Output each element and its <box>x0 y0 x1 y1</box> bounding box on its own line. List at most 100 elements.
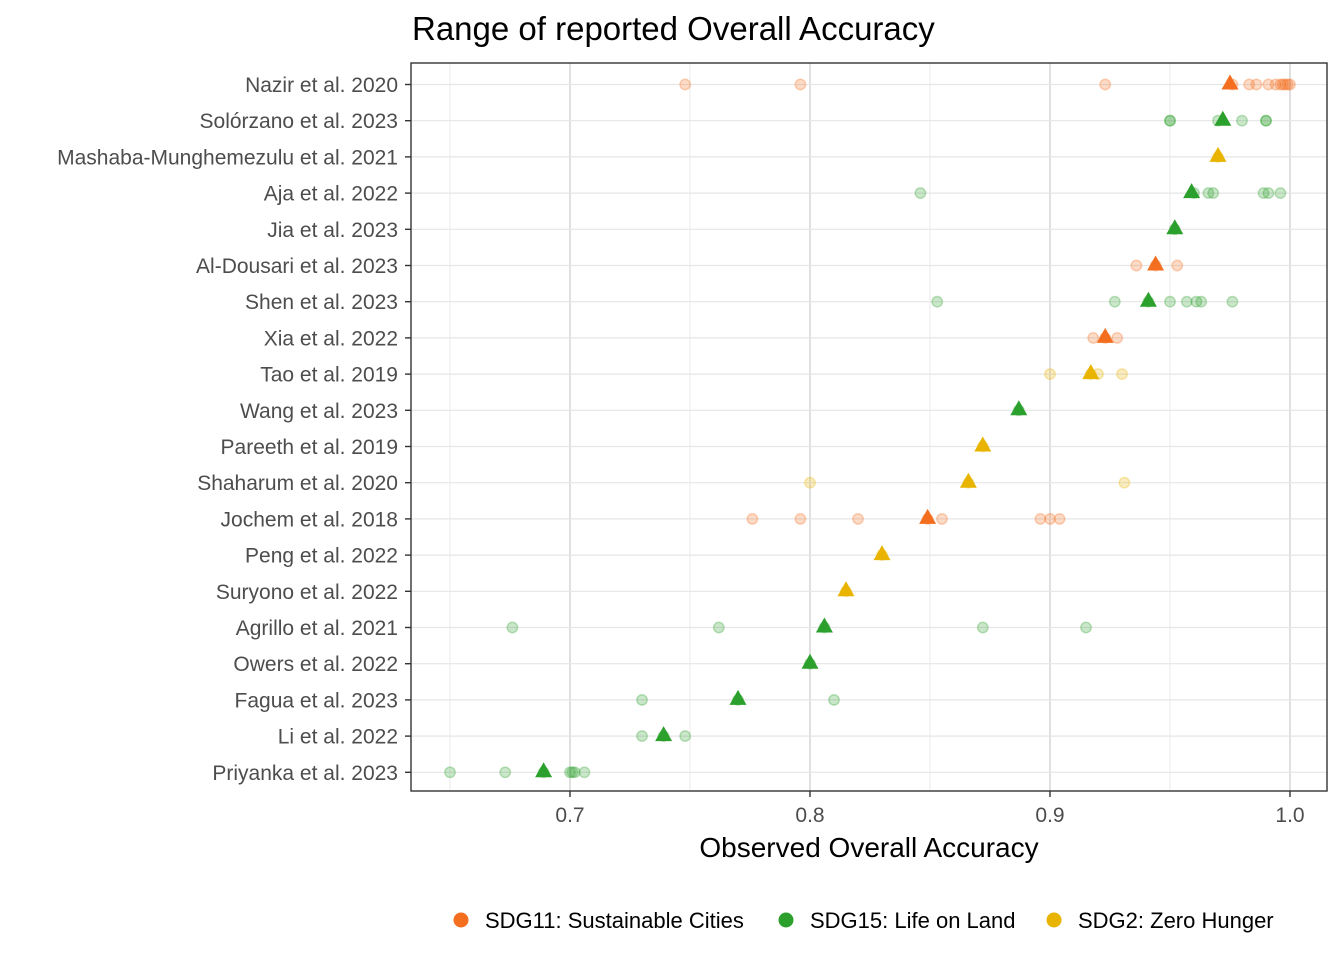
data-point <box>1281 78 1294 91</box>
data-point <box>1044 512 1056 525</box>
mean-marker <box>801 653 819 669</box>
data-point <box>564 766 576 779</box>
x-tick-label: 0.7 <box>555 804 584 827</box>
y-tick-label: Xia et al. 2022 <box>264 327 398 350</box>
legend-swatch <box>778 912 794 928</box>
y-tick-label: Li et al. 2022 <box>278 726 398 749</box>
legend: SDG11: Sustainable Cities SDG15: Life on … <box>453 908 1274 933</box>
data-point <box>566 766 579 779</box>
x-axis-ticks: 0.7 0.8 0.9 1.0 <box>555 791 1305 827</box>
legend-label: SDG11: Sustainable Cities <box>485 908 744 933</box>
data-point <box>1257 187 1270 200</box>
y-tick-label: Priyanka et al. 2023 <box>212 762 398 785</box>
data-point <box>914 187 927 200</box>
mean-marker <box>1147 255 1165 271</box>
data-point <box>1116 368 1128 381</box>
data-point <box>636 693 648 706</box>
y-tick-label: Nazir et al. 2020 <box>245 74 398 97</box>
data-point <box>746 512 759 525</box>
data-point <box>1207 187 1220 200</box>
mean-marker <box>1221 74 1239 90</box>
plot-background <box>411 63 1327 791</box>
data-point <box>1226 295 1239 308</box>
y-tick-label: Shen et al. 2023 <box>245 291 398 314</box>
data-point <box>1108 295 1121 308</box>
mean-marker <box>959 472 977 488</box>
data-point <box>1190 295 1203 308</box>
y-tick-label: Al-Dousari et al. 2023 <box>196 255 398 278</box>
data-point <box>1111 331 1124 344</box>
mean-marker <box>1183 183 1201 199</box>
mean-marker <box>1139 291 1157 307</box>
data-point <box>499 766 512 779</box>
plot-area <box>410 62 1328 792</box>
y-axis-labels: Nazir et al. 2020 Solórzano et al. 2023 Ma… <box>57 74 411 785</box>
data-point <box>1243 78 1256 91</box>
mean-marker <box>1082 364 1100 380</box>
x-tick-label: 1.0 <box>1275 804 1304 827</box>
data-point <box>1250 78 1263 91</box>
data-point <box>444 766 456 779</box>
legend-label: SDG15: Life on Land <box>810 908 1015 933</box>
x-axis-label: Observed Overall Accuracy <box>699 832 1038 863</box>
mean-marker <box>1010 400 1028 416</box>
y-tick-label: Owers et al. 2022 <box>233 653 398 676</box>
data-point <box>1087 331 1100 344</box>
data-point <box>828 693 840 706</box>
data-point <box>1202 187 1215 200</box>
data-point <box>931 295 944 308</box>
data-point <box>1171 259 1184 272</box>
data-point <box>1044 368 1056 381</box>
data-point <box>506 621 519 634</box>
data-point <box>794 512 807 525</box>
data-point <box>852 512 864 525</box>
mean-marker <box>1209 146 1227 162</box>
data-point <box>1164 295 1176 308</box>
y-tick-label: Tao et al. 2019 <box>260 364 398 387</box>
legend-swatch <box>1046 912 1062 928</box>
mean-marker <box>873 545 891 561</box>
data-point <box>1195 295 1208 308</box>
mean-marker <box>1096 327 1114 343</box>
mean-marker <box>729 689 747 705</box>
y-tick-label: Solórzano et al. 2023 <box>200 110 398 133</box>
data-point <box>1118 476 1131 489</box>
legend-label: SDG2: Zero Hunger <box>1078 908 1274 933</box>
y-tick-label: Agrillo et al. 2021 <box>236 617 398 640</box>
plot-border <box>410 62 1328 792</box>
mean-marker <box>1166 219 1184 235</box>
y-tick-label: Suryono et al. 2022 <box>216 581 398 604</box>
y-tick-label: Fagua et al. 2023 <box>235 689 398 712</box>
data-point <box>804 476 816 489</box>
data-point <box>712 621 725 634</box>
x-tick-label: 0.9 <box>1035 804 1064 827</box>
data-point <box>1034 512 1047 525</box>
mean-marker <box>535 762 553 778</box>
y-tick-label: Aja et al. 2022 <box>264 183 398 206</box>
mean-marker <box>815 617 833 633</box>
mean-marker <box>655 726 673 742</box>
data-point <box>679 78 692 91</box>
data-point <box>976 621 989 634</box>
data-point <box>1262 78 1275 91</box>
mean-marker <box>1214 110 1232 126</box>
data-point <box>1180 295 1193 308</box>
data-marks <box>444 74 1296 779</box>
data-point <box>568 766 581 779</box>
data-point <box>578 766 591 779</box>
data-point <box>679 730 692 743</box>
data-point <box>1284 78 1296 91</box>
data-point <box>1099 78 1112 91</box>
data-point <box>1269 78 1282 91</box>
data-point <box>1260 114 1272 127</box>
y-tick-label: Shaharum et al. 2020 <box>197 472 398 495</box>
mean-marker <box>919 508 937 524</box>
chart-title: Range of reported Overall Accuracy <box>412 10 935 47</box>
data-point <box>1080 621 1092 634</box>
y-tick-label: Peng et al. 2022 <box>245 545 398 568</box>
data-point <box>1164 114 1176 127</box>
data-point <box>1236 114 1248 127</box>
data-point <box>636 730 648 743</box>
data-point <box>1279 78 1292 91</box>
